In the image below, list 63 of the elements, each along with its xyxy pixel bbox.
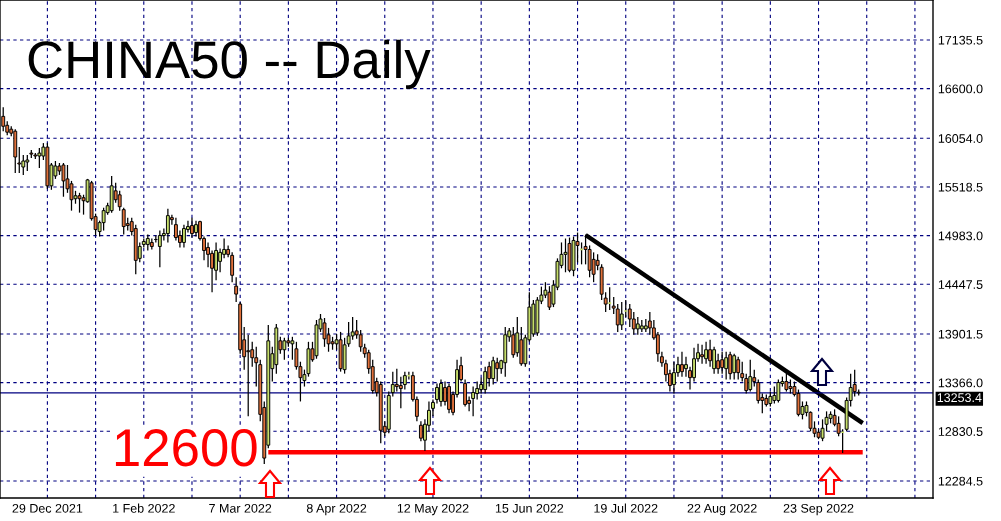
candlestick bbox=[439, 378, 443, 408]
y-tick-label: 16054.0 bbox=[938, 134, 983, 143]
candlestick bbox=[190, 217, 194, 239]
x-tick-label: 15 Jun 2022 bbox=[495, 503, 564, 513]
candlestick bbox=[350, 316, 355, 341]
y-tick-label: 13366.0 bbox=[938, 378, 983, 388]
candlestick bbox=[246, 334, 251, 417]
candlestick bbox=[587, 244, 592, 278]
legend-label: 12600 bbox=[115, 429, 257, 467]
candlestick bbox=[631, 311, 636, 336]
candlestick bbox=[672, 361, 676, 395]
candlestick bbox=[680, 351, 684, 378]
candlestick bbox=[732, 353, 737, 381]
candlestick bbox=[61, 162, 66, 198]
candlestick bbox=[77, 192, 82, 214]
ref-line-label: 13253.4 bbox=[937, 393, 982, 403]
x-tick-label: 12 May 2022 bbox=[397, 503, 469, 516]
candlestick bbox=[447, 382, 451, 414]
x-tick-label: 29 Dec 2021 bbox=[12, 503, 83, 513]
candlestick bbox=[704, 341, 709, 365]
candlestick bbox=[398, 376, 403, 409]
candlestick bbox=[728, 351, 733, 381]
candlestick bbox=[182, 224, 186, 249]
candlestick bbox=[619, 301, 624, 331]
y-tick-label: 14983.0 bbox=[938, 231, 983, 241]
candlestick bbox=[101, 207, 106, 232]
candlestick bbox=[716, 353, 721, 375]
candlestick bbox=[471, 385, 476, 417]
candlestick bbox=[418, 420, 423, 442]
candlestick bbox=[117, 190, 122, 212]
y-tick-label: 15518.5 bbox=[938, 182, 983, 192]
candlestick bbox=[700, 344, 704, 365]
candlestick bbox=[165, 208, 170, 244]
candlestick bbox=[37, 147, 42, 169]
candlestick bbox=[234, 276, 239, 303]
candlestick bbox=[724, 351, 729, 381]
candlestick bbox=[511, 326, 516, 359]
candlestick bbox=[720, 351, 725, 375]
x-tick-label: 22 Aug 2022 bbox=[687, 503, 757, 516]
candlestick bbox=[443, 380, 447, 407]
x-tick-label: 1 Feb 2022 bbox=[113, 503, 175, 513]
x-tick-label: 23 Sep 2022 bbox=[783, 503, 854, 516]
candlestick bbox=[615, 303, 620, 333]
y-tick-label: 13901.5 bbox=[938, 329, 983, 339]
candlestick bbox=[852, 369, 857, 398]
text: CHINA50 -- Daily bbox=[28, 39, 431, 89]
x-tick-label: 8 Apr 2022 bbox=[306, 503, 367, 516]
x-tick-label: 19 Jul 2022 bbox=[594, 503, 658, 513]
candlestick bbox=[708, 339, 713, 368]
candlestick bbox=[483, 366, 488, 395]
candlestick bbox=[736, 356, 741, 381]
y-tick-label: 14447.5 bbox=[938, 280, 983, 289]
candlestick bbox=[463, 378, 468, 408]
candlestick bbox=[591, 251, 596, 283]
candlestick bbox=[563, 237, 568, 273]
y-tick-label: 12830.5 bbox=[938, 427, 983, 436]
candlestick bbox=[322, 317, 327, 348]
y-tick-label: 17135.5 bbox=[938, 35, 983, 45]
candlestick bbox=[121, 207, 126, 236]
candlestick bbox=[491, 356, 496, 386]
y-tick-label: 12284.5 bbox=[938, 476, 983, 486]
x-tick-label: 7 Mar 2022 bbox=[209, 503, 272, 513]
y-tick-label: 16600.0 bbox=[938, 84, 983, 94]
